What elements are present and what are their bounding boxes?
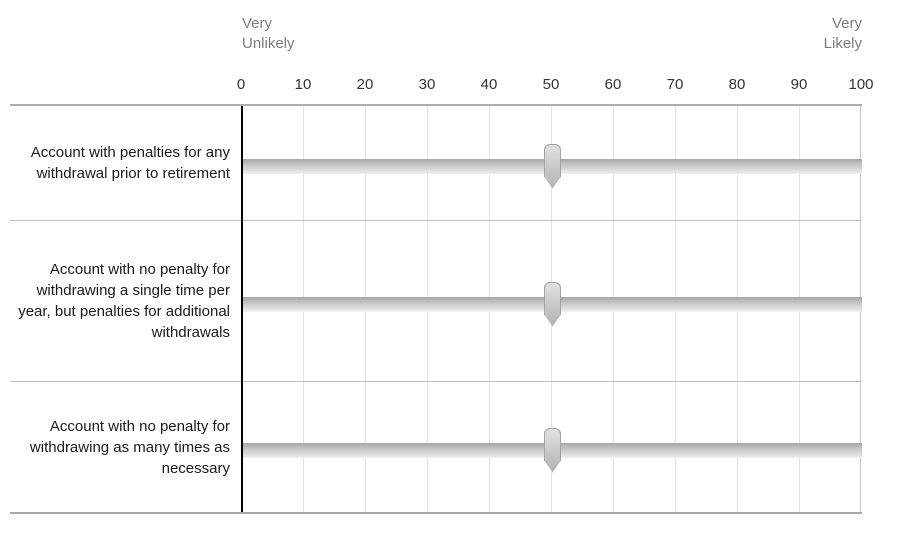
scale-tick-label: 60	[604, 76, 622, 93]
scale-tick-label: 10	[294, 76, 312, 93]
statement-label: Account with penalties for any withdrawa…	[30, 144, 230, 182]
scale-tick-label: 70	[666, 76, 684, 93]
anchor-label-very-likely: Very Likely	[823, 15, 862, 52]
scale-tick-label: 80	[728, 76, 746, 93]
scale-tick-row: 0 10 20 30 40 50 60 70 80 90 100	[10, 76, 874, 96]
scale-tick-label: 0	[236, 76, 246, 93]
slider-handle[interactable]	[544, 427, 561, 473]
statement-label: Account with no penalty for withdrawing …	[18, 261, 230, 341]
anchor-label-very-unlikely: Very Unlikely	[242, 15, 295, 52]
slider-handle[interactable]	[544, 143, 561, 189]
slider-area	[241, 221, 862, 381]
statement-row: Account with no penalty for withdrawing …	[10, 381, 862, 512]
slider-area	[241, 382, 862, 512]
slider-handle[interactable]	[544, 281, 561, 327]
scale-tick-label: 90	[790, 76, 808, 93]
scale-tick-label: 30	[418, 76, 436, 93]
scale-tick-label: 100	[848, 76, 874, 93]
scale-tick-label: 50	[542, 76, 560, 93]
slider-grid: Account with penalties for any withdrawa…	[10, 104, 862, 514]
slider-area	[241, 106, 862, 220]
statement-label: Account with no penalty for withdrawing …	[29, 417, 230, 477]
zero-axis-line	[241, 106, 243, 512]
statement-row: Account with penalties for any withdrawa…	[10, 106, 862, 220]
statement-row: Account with no penalty for withdrawing …	[10, 220, 862, 381]
scale-tick-label: 40	[480, 76, 498, 93]
scale-tick-label: 20	[356, 76, 374, 93]
